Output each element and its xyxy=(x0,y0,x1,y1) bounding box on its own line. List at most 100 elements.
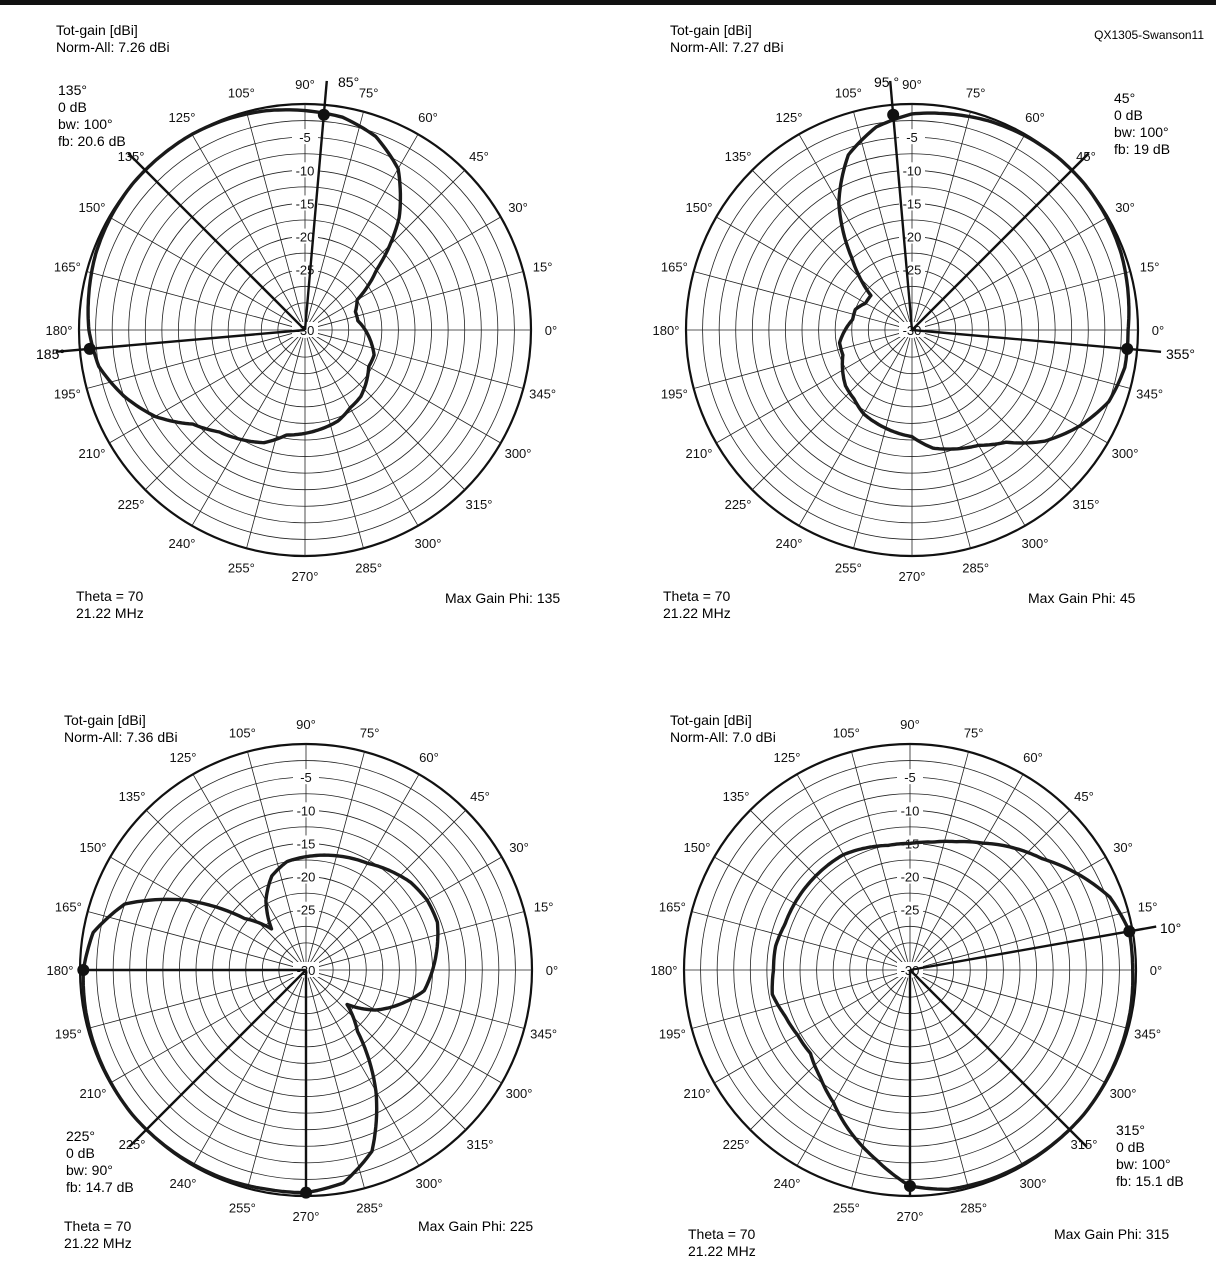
annotation-line xyxy=(909,969,1088,1148)
grid-spoke xyxy=(693,331,905,389)
grid-spoke xyxy=(915,809,1071,965)
grid-spoke xyxy=(693,271,905,329)
angle-tick-label: 180° xyxy=(46,323,73,338)
ring-label-bg xyxy=(292,228,318,244)
grid-spoke xyxy=(312,271,524,329)
angle-tick-label: 45° xyxy=(470,789,490,804)
ring-label-bg xyxy=(292,195,318,211)
angle-tick-label: 75° xyxy=(360,725,380,740)
grid-spoke xyxy=(798,336,909,526)
angle-tick-label: 270° xyxy=(293,1209,320,1224)
grid-spoke xyxy=(308,336,419,526)
angle-tick-label: 165° xyxy=(659,899,686,914)
ring-label-bg xyxy=(897,868,923,884)
grid-spoke xyxy=(192,976,303,1166)
angle-tick-label: 15° xyxy=(533,259,553,274)
grid-spoke xyxy=(144,335,300,491)
annotation-label: bw: 100° xyxy=(1114,124,1169,140)
annotation-label: 45° xyxy=(1114,90,1136,106)
ring-label-bg xyxy=(899,195,925,211)
pattern-marker xyxy=(1123,925,1136,938)
angle-tick-label: 210° xyxy=(684,1086,711,1101)
ring-label-bg xyxy=(293,802,319,818)
angle-tick-label: 60° xyxy=(1023,750,1043,765)
angle-tick-label: 150° xyxy=(684,840,711,855)
angle-tick-label: 300° xyxy=(1112,446,1139,461)
grid-spoke xyxy=(191,134,302,324)
grid-spoke xyxy=(312,856,502,967)
ring-label: -25 xyxy=(297,903,316,918)
grid-spoke xyxy=(751,335,907,491)
angle-tick-label: 225° xyxy=(118,497,145,512)
gain-title: Tot-gain [dBi] xyxy=(64,712,146,728)
grid-spoke xyxy=(919,271,1131,329)
grid-spoke xyxy=(749,809,905,965)
gain-norm: Norm-All: 7.27 dBi xyxy=(670,39,784,55)
gain-norm: Norm-All: 7.0 dBi xyxy=(670,729,776,745)
ring-label-bg xyxy=(292,162,318,178)
angle-tick-label: 0° xyxy=(546,963,558,978)
grid-spoke xyxy=(749,975,905,1131)
angle-tick-label: 300° xyxy=(415,536,442,551)
grid-spoke xyxy=(917,911,1129,969)
angle-tick-label: 345° xyxy=(530,1027,557,1042)
grid-spoke xyxy=(191,336,302,526)
ring-label: -5 xyxy=(904,770,916,785)
angle-tick-label: 30° xyxy=(508,200,528,215)
grid-spoke xyxy=(919,331,1131,389)
angle-tick-label: 105° xyxy=(833,725,860,740)
grid-spoke xyxy=(918,216,1108,327)
pattern-marker xyxy=(83,342,96,355)
grid-spoke xyxy=(911,751,969,963)
grid-spoke xyxy=(796,774,907,964)
angle-tick-label: 90° xyxy=(900,717,920,732)
grid-spoke xyxy=(87,971,299,1029)
grid-spoke xyxy=(917,971,1129,1029)
grid-spoke xyxy=(308,134,419,324)
ring-label: -10 xyxy=(901,803,920,818)
annotation-label: 185° xyxy=(36,346,65,362)
angle-tick-label: 105° xyxy=(229,725,256,740)
frequency-label: 21.22 MHz xyxy=(688,1243,756,1259)
grid-spoke xyxy=(192,774,303,964)
grid-spoke xyxy=(716,216,906,327)
angle-tick-label: 75° xyxy=(359,85,379,100)
grid-spoke xyxy=(86,271,298,329)
angle-tick-label: 345° xyxy=(1136,387,1163,402)
ring-label-bg xyxy=(897,802,923,818)
annotation-line xyxy=(55,328,306,353)
ring-label-bg xyxy=(897,769,923,785)
max-gain-label: Max Gain Phi: 315 xyxy=(1054,1226,1170,1242)
angle-tick-label: 75° xyxy=(966,85,986,100)
grid-spoke xyxy=(691,971,903,1029)
annotation-line xyxy=(911,328,1162,353)
angle-tick-label: 225° xyxy=(725,497,752,512)
ring-label: -20 xyxy=(903,230,922,245)
grid-spoke xyxy=(246,337,304,549)
annotation-label: fb: 14.7 dB xyxy=(66,1179,134,1195)
ring-label: -20 xyxy=(296,230,315,245)
frequency-label: 21.22 MHz xyxy=(663,605,731,621)
grid-spoke xyxy=(87,911,299,969)
angle-tick-label: 285° xyxy=(962,561,989,576)
angle-tick-label: 105° xyxy=(228,85,255,100)
angle-tick-label: 195° xyxy=(659,1027,686,1042)
grid-spoke xyxy=(310,335,466,491)
grid-spoke xyxy=(691,911,903,969)
angle-tick-label: 0° xyxy=(545,323,557,338)
grid-spoke xyxy=(798,134,909,324)
polar-chart: 90° 75° 60° 45° 30° 15° 0° 345° 300° 315° 300° 285°… xyxy=(47,717,559,1224)
grid-spoke xyxy=(751,169,907,325)
polar-chart: 90° 75° 60° 45° 30° 15° 0° 345° 300° 315° 300° 285°… xyxy=(46,77,558,584)
annotation-line xyxy=(303,80,328,331)
annotation-line xyxy=(911,152,1090,331)
pattern-marker xyxy=(887,108,900,121)
ring-label: -10 xyxy=(903,163,922,178)
angle-tick-label: 300° xyxy=(506,1086,533,1101)
angle-tick-label: 180° xyxy=(651,963,678,978)
grid-spoke xyxy=(311,975,467,1131)
annotation-label: bw: 100° xyxy=(58,116,113,132)
ring-label: -20 xyxy=(901,870,920,885)
grid-spoke xyxy=(309,774,420,964)
grid-spoke xyxy=(247,751,305,963)
